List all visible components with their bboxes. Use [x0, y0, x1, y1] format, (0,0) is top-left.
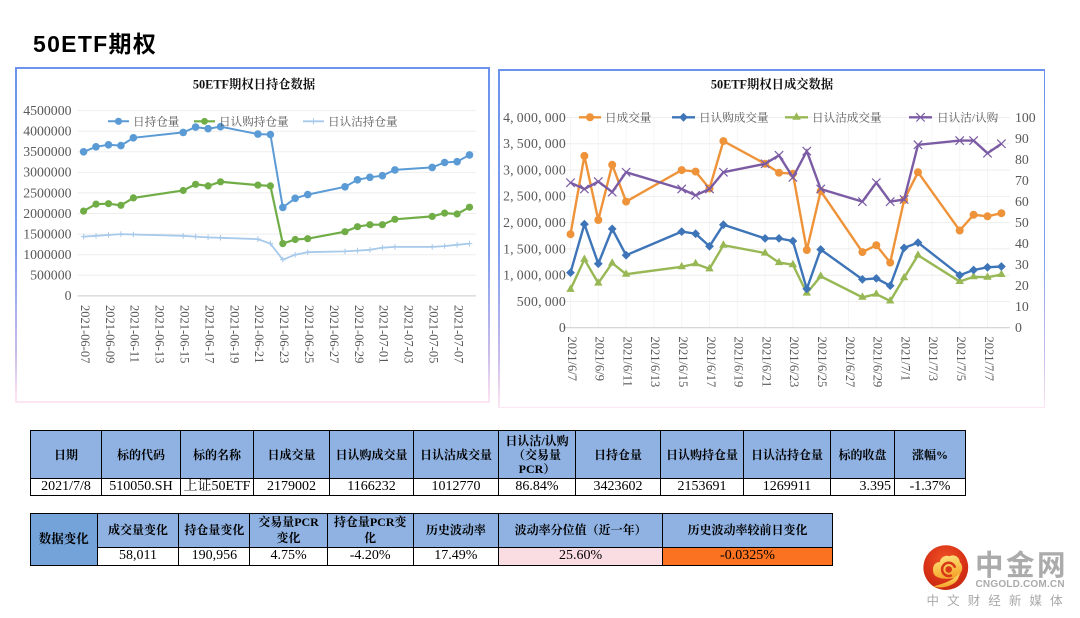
svg-text:2021-06-15: 2021-06-15: [178, 305, 192, 363]
svg-text:2021-06-21: 2021-06-21: [252, 305, 266, 363]
svg-text:2021/6/23: 2021/6/23: [787, 337, 801, 388]
svg-text:2021/7/1: 2021/7/1: [898, 337, 912, 381]
svg-text:2021/6/25: 2021/6/25: [815, 337, 829, 388]
svg-text:500000: 500000: [30, 268, 71, 283]
svg-text:2000000: 2000000: [23, 206, 71, 221]
svg-text:2500000: 2500000: [23, 185, 71, 200]
svg-text:2021/7/5: 2021/7/5: [954, 337, 968, 381]
svg-text:20: 20: [1015, 278, 1029, 293]
svg-text:40: 40: [1015, 236, 1029, 251]
svg-text:30: 30: [1015, 257, 1029, 272]
svg-text:0: 0: [559, 320, 566, 335]
svg-text:2021-06-09: 2021-06-09: [103, 305, 117, 363]
svg-text:4, 000, 000: 4, 000, 000: [503, 110, 566, 125]
svg-text:2021/6/13: 2021/6/13: [648, 337, 662, 388]
svg-text:2021/6/15: 2021/6/15: [676, 337, 690, 388]
svg-text:3, 000, 000: 3, 000, 000: [503, 162, 566, 177]
svg-text:500, 000: 500, 000: [517, 294, 566, 309]
svg-text:3000000: 3000000: [23, 165, 71, 180]
svg-text:2021-06-25: 2021-06-25: [302, 305, 316, 363]
svg-text:0: 0: [1015, 320, 1022, 335]
svg-text:2021-07-01: 2021-07-01: [377, 305, 391, 363]
svg-text:日持仓量: 日持仓量: [133, 115, 180, 129]
svg-text:2021-06-19: 2021-06-19: [227, 305, 241, 363]
svg-text:90: 90: [1015, 131, 1029, 146]
svg-text:2021/7/3: 2021/7/3: [926, 337, 940, 381]
svg-text:50ETF期权日成交数据: 50ETF期权日成交数据: [711, 77, 833, 92]
svg-text:2021/6/19: 2021/6/19: [732, 337, 746, 388]
svg-text:2021/6/29: 2021/6/29: [871, 337, 885, 388]
svg-text:1, 000, 000: 1, 000, 000: [503, 268, 566, 283]
svg-text:2021-06-13: 2021-06-13: [153, 305, 167, 363]
svg-text:50ETF期权日持仓数据: 50ETF期权日持仓数据: [193, 77, 315, 92]
svg-text:2021/7/7: 2021/7/7: [982, 337, 996, 381]
svg-text:日认沽持仓量: 日认沽持仓量: [328, 115, 398, 129]
svg-text:4000000: 4000000: [23, 124, 71, 139]
svg-text:日认沽成交量: 日认沽成交量: [812, 111, 882, 125]
svg-text:2021/6/21: 2021/6/21: [759, 337, 773, 388]
svg-text:日成交量: 日成交量: [605, 111, 652, 125]
svg-text:2021-06-07: 2021-06-07: [78, 305, 92, 363]
svg-text:2021-07-03: 2021-07-03: [402, 305, 416, 363]
svg-text:60: 60: [1015, 194, 1029, 209]
svg-text:2021/6/7: 2021/6/7: [565, 337, 579, 381]
svg-text:2021/6/27: 2021/6/27: [843, 337, 857, 388]
svg-text:70: 70: [1015, 173, 1029, 188]
svg-text:2021-06-27: 2021-06-27: [327, 305, 341, 363]
svg-text:2021-06-17: 2021-06-17: [202, 305, 216, 363]
svg-text:1500000: 1500000: [23, 227, 71, 242]
svg-text:2, 000, 000: 2, 000, 000: [503, 215, 566, 230]
svg-text:80: 80: [1015, 152, 1029, 167]
svg-text:2021-07-05: 2021-07-05: [427, 305, 441, 363]
svg-text:10: 10: [1015, 299, 1029, 314]
svg-text:2021-07-07: 2021-07-07: [451, 305, 465, 363]
svg-text:3500000: 3500000: [23, 144, 71, 159]
svg-text:1, 500, 000: 1, 500, 000: [503, 241, 566, 256]
svg-text:50: 50: [1015, 215, 1029, 230]
svg-text:2021/6/17: 2021/6/17: [704, 337, 718, 388]
svg-text:3, 500, 000: 3, 500, 000: [503, 136, 566, 151]
svg-text:2021-06-11: 2021-06-11: [128, 305, 142, 363]
svg-text:2021-06-29: 2021-06-29: [352, 305, 366, 363]
svg-text:0: 0: [65, 288, 72, 303]
svg-text:2021/6/9: 2021/6/9: [593, 337, 607, 381]
svg-text:2, 500, 000: 2, 500, 000: [503, 189, 566, 204]
svg-text:日认购成交量: 日认购成交量: [699, 111, 769, 125]
svg-text:日认购持仓量: 日认购持仓量: [219, 115, 289, 129]
svg-text:2021/6/11: 2021/6/11: [620, 337, 634, 387]
svg-text:100: 100: [1015, 110, 1036, 125]
svg-text:日认沽/认购: 日认沽/认购: [937, 111, 999, 125]
svg-text:2021-06-23: 2021-06-23: [277, 305, 291, 363]
svg-text:1000000: 1000000: [23, 247, 71, 262]
svg-text:4500000: 4500000: [23, 103, 71, 118]
